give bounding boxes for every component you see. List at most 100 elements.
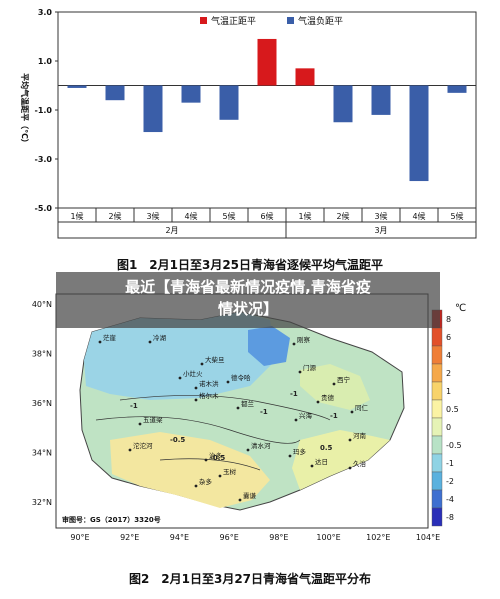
colorbar-label: 4	[446, 351, 451, 360]
figure2-caption: 图2 2月1日至3月27日青海省气温距平分布	[128, 572, 372, 586]
legend-swatch-positive	[200, 17, 207, 24]
station-dot	[292, 342, 296, 346]
station-dot	[178, 376, 182, 380]
bar	[143, 85, 163, 133]
station-dot	[316, 400, 320, 404]
contour-label: -0.5	[170, 436, 185, 444]
bar	[257, 38, 277, 86]
x-category-label: 1候	[298, 212, 311, 221]
station-name: 大柴旦	[205, 355, 225, 364]
plot-frame	[57, 11, 477, 239]
colorbar-swatch	[431, 453, 443, 473]
station-name: 刚察	[297, 335, 311, 344]
contour-label: -1	[130, 402, 138, 410]
colorbar-swatch	[431, 507, 443, 527]
anomaly-bar-chart: 3.0 1.0 -1.0 -3.0 -5.0 1候 2候 3候 4候 5候 6候 1候 2候 3候 4候 5…	[20, 8, 477, 239]
colorbar-label: -2	[446, 477, 454, 486]
bar	[219, 85, 239, 120]
station-dot	[128, 448, 132, 452]
station-name: 达日	[315, 457, 328, 466]
x-category-label: 1候	[70, 212, 83, 221]
y-tick-label: -3.0	[35, 155, 53, 164]
station-name: 贵德	[321, 393, 335, 402]
y-tick-label: 1.0	[38, 57, 53, 66]
map-approval-number: 审图号：GS（2017）3320号	[62, 515, 161, 524]
station-dot	[200, 362, 204, 366]
colorbar-label: 0.5	[446, 405, 459, 414]
bar	[333, 85, 353, 123]
colorbar-swatch	[431, 381, 443, 401]
x-category-label: 4候	[184, 212, 197, 221]
x-category-label: 3候	[146, 212, 159, 221]
y-axis-label: 平均气温距平（℃）	[20, 73, 30, 147]
colorbar-label: -8	[446, 513, 454, 522]
station-name: 玛多	[293, 447, 307, 456]
colorbar-label: 6	[446, 333, 451, 342]
x-category-label: 2候	[108, 212, 121, 221]
colorbar-label: -4	[446, 495, 454, 504]
station-name: 杂多	[199, 477, 213, 486]
map-y-tick-label: 32°N	[32, 498, 52, 507]
banner-line-1: 最近【青海省最新情况疫情,青海省疫	[125, 278, 371, 296]
station-dot	[194, 484, 198, 488]
map-x-tick-label: 94°E	[170, 533, 189, 542]
contour-label: -1	[290, 390, 298, 398]
bar	[181, 85, 201, 103]
colorbar-swatch	[431, 435, 443, 455]
station-name: 玉树	[223, 467, 237, 476]
figure1-caption: 图1 2月1日至3月25日青海省逐候平均气温距平	[116, 258, 384, 272]
station-name: 都兰	[241, 399, 255, 408]
x-category-label: 5候	[222, 212, 235, 221]
bar	[409, 85, 429, 182]
station-dot	[194, 398, 198, 402]
station-dot	[310, 464, 314, 468]
x-category-label: 4候	[412, 212, 425, 221]
x-category-label: 3候	[374, 212, 387, 221]
y-tick-label: 3.0	[38, 8, 53, 17]
x-category-label: 6候	[260, 212, 273, 221]
bar	[295, 68, 315, 86]
station-dot	[98, 340, 102, 344]
y-tick-label: -1.0	[35, 106, 53, 115]
x-category-label: 5候	[450, 212, 463, 221]
month-group-label: 3月	[374, 226, 387, 235]
station-dot	[226, 380, 230, 384]
station-name: 河南	[353, 431, 367, 440]
station-name: 兴海	[299, 411, 313, 420]
station-name: 德令哈	[231, 373, 251, 382]
colorbar-swatch	[431, 489, 443, 509]
map-x-tick-label: 100°E	[316, 533, 340, 542]
legend-label-positive: 气温正距平	[211, 15, 256, 27]
station-dot	[194, 386, 198, 390]
article-title-banner[interactable]: 最近【青海省最新情况疫情,青海省疫 情状况】	[56, 272, 440, 328]
colorbar-label: -1	[446, 459, 454, 468]
station-name: 沱沱河	[133, 441, 153, 450]
legend-swatch-negative	[287, 17, 294, 24]
station-name: 久治	[353, 459, 367, 468]
map-x-tick-label: 92°E	[120, 533, 139, 542]
bar	[371, 85, 391, 115]
map-y-tick-label: 38°N	[32, 350, 52, 359]
contour-label: -0.5	[210, 454, 225, 462]
station-dot	[238, 498, 242, 502]
station-dot	[148, 340, 152, 344]
contour-label: -1	[260, 408, 268, 416]
station-name: 诺木洪	[199, 379, 219, 388]
station-name: 同仁	[355, 403, 369, 412]
colorbar-swatch	[431, 345, 443, 365]
colorbar-swatch	[431, 471, 443, 491]
banner-line-2: 情状况】	[217, 300, 278, 318]
map-y-tick-label: 34°N	[32, 449, 52, 458]
x-category-label: 2候	[336, 212, 349, 221]
map-x-tick-label: 102°E	[366, 533, 390, 542]
y-tick-label: -5.0	[35, 204, 53, 213]
contour-label: -1	[330, 412, 338, 420]
province-fill	[79, 311, 405, 511]
map-y-tick-label: 36°N	[32, 399, 52, 408]
station-name: 西宁	[337, 375, 351, 384]
station-dot	[138, 422, 142, 426]
colorbar-swatch	[431, 417, 443, 437]
station-name: 治多	[209, 451, 223, 460]
station-name: 小灶火	[183, 369, 203, 378]
